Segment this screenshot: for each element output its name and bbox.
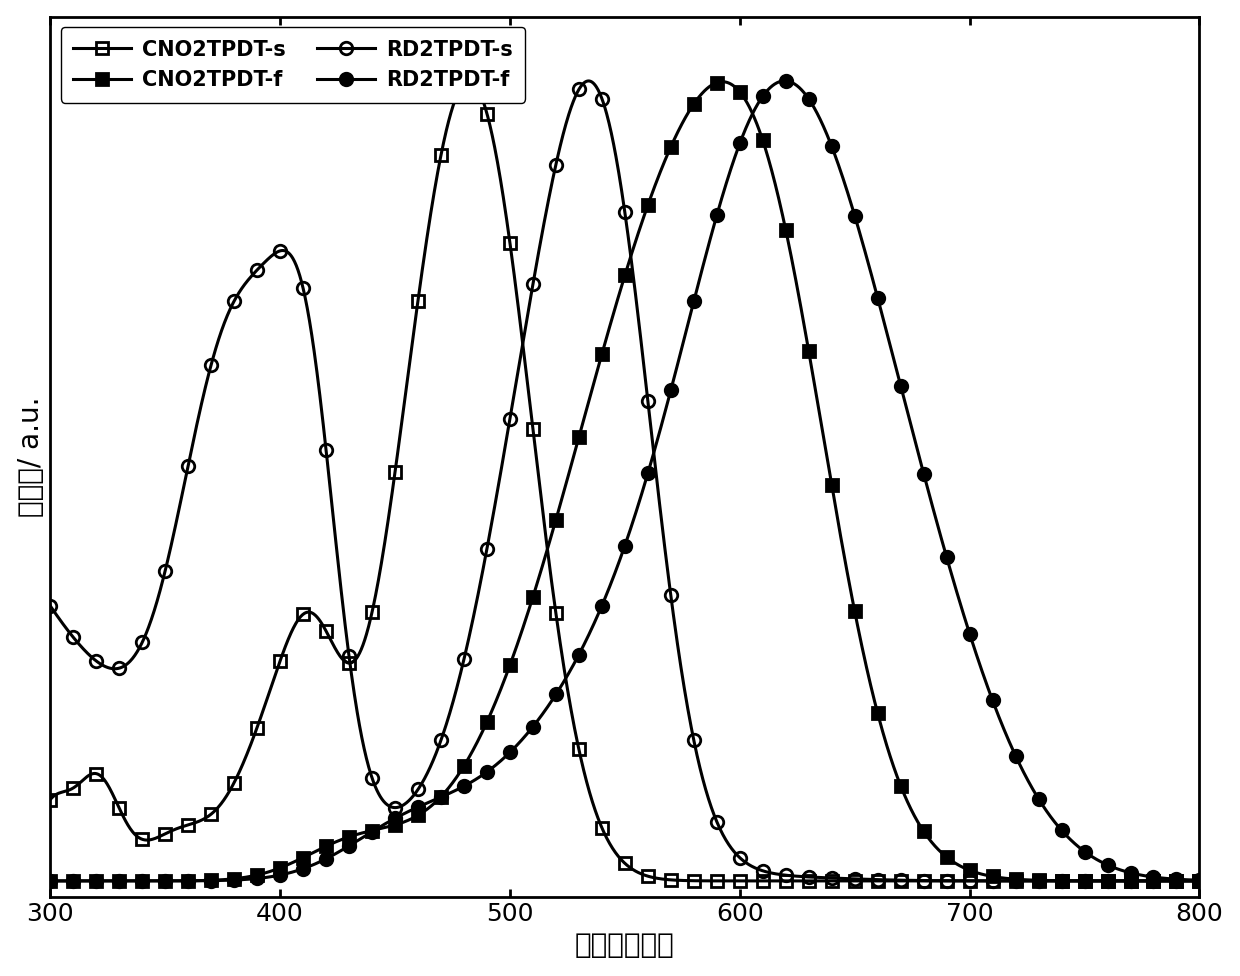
RD2TPDT-f [295,863,310,874]
RD2TPDT-f [893,380,908,391]
CNO2TPDT-s [410,295,425,306]
RD2TPDT-s [825,873,839,884]
Line: RD2TPDT-f: RD2TPDT-f [43,74,1205,887]
Legend: CNO2TPDT-s, CNO2TPDT-f, RD2TPDT-s, RD2TPDT-f: CNO2TPDT-s, CNO2TPDT-f, RD2TPDT-s, RD2TP… [61,27,525,102]
Line: CNO2TPDT-f: CNO2TPDT-f [43,76,1205,887]
CNO2TPDT-s [1169,875,1184,887]
RD2TPDT-s [43,600,58,612]
RD2TPDT-s [572,84,587,96]
CNO2TPDT-f [893,780,908,792]
RD2TPDT-s [1192,875,1207,887]
CNO2TPDT-f [1192,875,1207,887]
CNO2TPDT-s [295,608,310,620]
RD2TPDT-f [825,141,839,152]
RD2TPDT-s [295,282,310,294]
CNO2TPDT-f [43,875,58,887]
CNO2TPDT-f [410,809,425,821]
CNO2TPDT-s [456,77,471,89]
Line: CNO2TPDT-s: CNO2TPDT-s [43,77,1205,887]
CNO2TPDT-s [825,875,839,887]
RD2TPDT-s [410,784,425,795]
CNO2TPDT-f [388,819,403,831]
X-axis label: 波长（纳米）: 波长（纳米） [575,931,675,959]
CNO2TPDT-f [1169,875,1184,887]
CNO2TPDT-s [1192,875,1207,887]
RD2TPDT-f [388,812,403,824]
Line: RD2TPDT-s: RD2TPDT-s [43,83,1205,887]
CNO2TPDT-s [388,467,403,478]
RD2TPDT-f [779,75,794,87]
RD2TPDT-f [43,875,58,887]
RD2TPDT-s [388,801,403,813]
RD2TPDT-f [1169,874,1184,885]
RD2TPDT-s [1169,875,1184,887]
RD2TPDT-s [893,874,908,886]
RD2TPDT-f [410,801,425,813]
CNO2TPDT-f [295,852,310,864]
CNO2TPDT-s [893,875,908,887]
Y-axis label: 吸光度/ a.u.: 吸光度/ a.u. [16,396,45,517]
CNO2TPDT-f [709,77,724,89]
RD2TPDT-f [1192,874,1207,886]
CNO2TPDT-s [43,793,58,805]
CNO2TPDT-f [825,479,839,491]
